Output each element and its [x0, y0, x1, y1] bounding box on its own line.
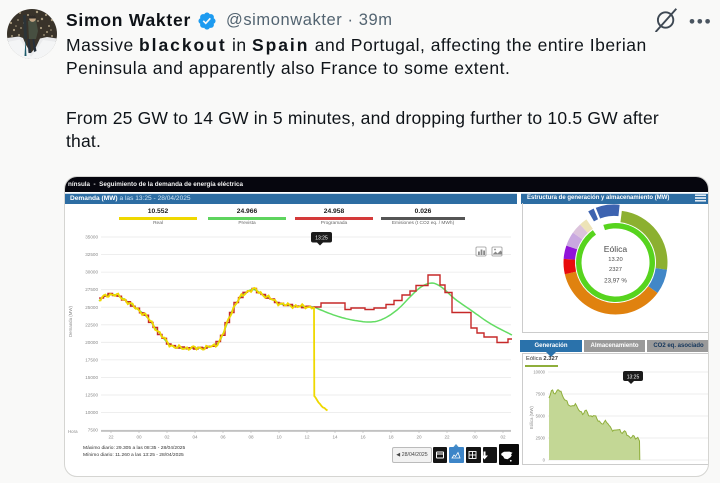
- svg-text:12500: 12500: [85, 393, 98, 398]
- svg-text:12: 12: [304, 435, 310, 440]
- svg-text:23,97 %: 23,97 %: [604, 278, 627, 285]
- svg-text:10000: 10000: [533, 370, 545, 375]
- svg-text:22: 22: [444, 435, 450, 440]
- svg-text:Hora: Hora: [68, 429, 78, 434]
- svg-text:2500: 2500: [536, 436, 546, 441]
- svg-text:10: 10: [276, 435, 282, 440]
- svg-text:15000: 15000: [85, 375, 98, 380]
- svg-text:0: 0: [543, 458, 546, 463]
- svg-text:16: 16: [360, 435, 366, 440]
- svg-text:Eólica: Eólica: [604, 244, 628, 254]
- svg-text:00: 00: [136, 435, 142, 440]
- svg-text:00: 00: [472, 435, 478, 440]
- svg-text:02: 02: [164, 435, 170, 440]
- svg-text:30000: 30000: [85, 270, 98, 275]
- svg-text:20000: 20000: [85, 340, 98, 345]
- svg-text:32500: 32500: [85, 252, 98, 257]
- svg-text:06: 06: [220, 435, 226, 440]
- svg-text:25000: 25000: [85, 305, 98, 310]
- svg-text:7500: 7500: [536, 392, 546, 397]
- svg-text:04: 04: [192, 435, 198, 440]
- svg-text:Eólica (MW): Eólica (MW): [529, 406, 534, 429]
- svg-text:5000: 5000: [536, 414, 546, 419]
- svg-text:27500: 27500: [85, 287, 98, 292]
- svg-text:7500: 7500: [88, 428, 99, 433]
- svg-text:2327: 2327: [609, 267, 622, 273]
- svg-text:08: 08: [248, 435, 254, 440]
- svg-text:22500: 22500: [85, 322, 98, 327]
- svg-text:20: 20: [416, 435, 422, 440]
- svg-text:22: 22: [108, 435, 114, 440]
- svg-text:02: 02: [500, 435, 506, 440]
- svg-text:13.20: 13.20: [608, 257, 623, 263]
- svg-text:18: 18: [388, 435, 394, 440]
- svg-text:17500: 17500: [85, 358, 98, 363]
- svg-text:35000: 35000: [85, 235, 98, 240]
- svg-text:13:25: 13:25: [315, 236, 328, 242]
- svg-text:Demanda (MW): Demanda (MW): [68, 305, 73, 337]
- svg-text:13:25: 13:25: [627, 375, 640, 381]
- svg-text:10000: 10000: [85, 410, 98, 415]
- svg-text:14: 14: [332, 435, 338, 440]
